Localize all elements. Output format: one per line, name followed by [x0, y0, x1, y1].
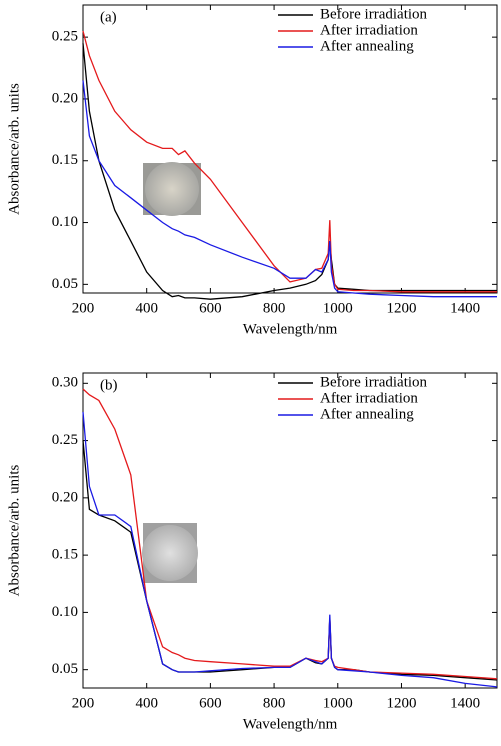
plot-frame — [82, 372, 498, 689]
y-tick-label: 0.05 — [52, 661, 78, 677]
plot-frame — [82, 4, 498, 294]
y-axis-label: Absorbance/arb. units — [6, 83, 22, 215]
x-tick-label: 1400 — [450, 300, 480, 316]
y-tick-label: 0.25 — [52, 29, 78, 45]
x-tick-label: 1200 — [386, 695, 416, 711]
data-line — [82, 43, 497, 300]
panel-label: (b) — [100, 377, 118, 393]
x-tick-label: 800 — [263, 300, 286, 316]
y-tick-label: 0.25 — [52, 432, 78, 448]
x-tick-label: 1000 — [323, 695, 353, 711]
y-tick-label: 0.10 — [52, 604, 78, 620]
x-tick-label: 200 — [72, 300, 95, 316]
x-tick-label: 600 — [199, 695, 222, 711]
data-line — [82, 30, 497, 293]
x-tick-label: 800 — [263, 695, 286, 711]
y-axis-label: Absorbance/arb. units — [6, 465, 22, 597]
y-tick-label: 0.15 — [52, 547, 78, 563]
y-tick-label: 0.05 — [52, 276, 78, 292]
inset-sample — [142, 525, 198, 581]
legend-label: Before irradiation — [320, 6, 428, 22]
y-tick-label: 0.20 — [52, 90, 78, 106]
panel-label: (a) — [100, 9, 117, 25]
x-axis-label: Wavelength/nm — [243, 321, 338, 337]
x-tick-label: 1000 — [323, 300, 353, 316]
y-tick-label: 0.15 — [52, 152, 78, 168]
x-tick-label: 1200 — [386, 300, 416, 316]
legend-label: After annealing — [320, 406, 414, 422]
data-line — [82, 411, 498, 688]
data-line — [82, 80, 497, 298]
x-axis-label: Wavelength/nm — [243, 716, 338, 732]
x-tick-label: 400 — [135, 300, 158, 316]
x-tick-label: 400 — [135, 695, 158, 711]
data-line — [82, 388, 498, 680]
y-tick-label: 0.10 — [52, 214, 78, 230]
legend-label: After annealing — [320, 38, 414, 54]
legend-label: After irradiation — [320, 22, 418, 38]
inset-sample — [145, 162, 199, 216]
y-tick-label: 0.30 — [52, 375, 78, 391]
legend-label: Before irradiation — [320, 374, 428, 390]
x-tick-label: 1400 — [450, 695, 480, 711]
legend-label: After irradiation — [320, 390, 418, 406]
x-tick-label: 200 — [72, 695, 95, 711]
y-tick-label: 0.20 — [52, 489, 78, 505]
x-tick-label: 600 — [199, 300, 222, 316]
